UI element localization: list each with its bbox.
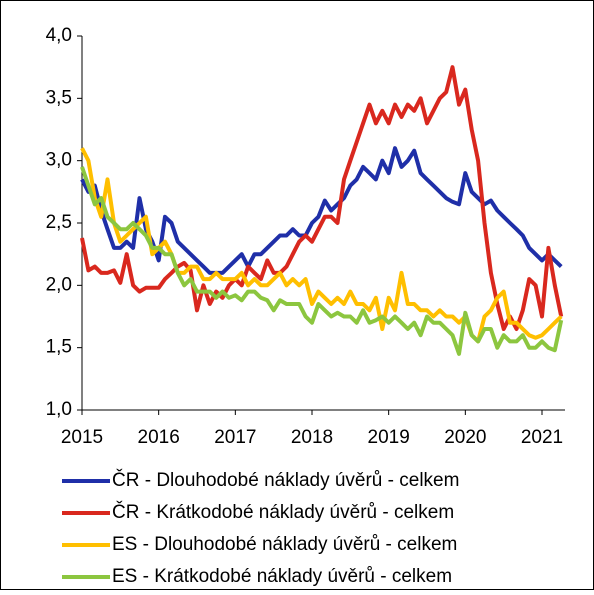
- series-line: [80, 65, 564, 331]
- x-tick-label: 2016: [138, 427, 180, 448]
- x-tick-label: 2019: [368, 427, 410, 448]
- legend-label: ČR - Krátkodobé náklady úvěrů - celkem: [112, 501, 454, 523]
- x-tick-label: 2017: [214, 427, 256, 448]
- y-tick-label: 2,0: [46, 274, 72, 295]
- series-line: [80, 147, 563, 344]
- y-tick-label: 4,0: [46, 25, 72, 46]
- series-line: [80, 166, 564, 356]
- y-tick-label: 1,5: [46, 337, 72, 358]
- y-tick-label: 2,5: [46, 212, 72, 233]
- legend-label: ES - Krátkodobé náklady úvěrů - celkem: [112, 566, 452, 587]
- y-tick-label: 3,5: [46, 87, 72, 108]
- x-tick-label: 2021: [521, 427, 563, 448]
- legend-label: ČR - Dlouhodobé náklady úvěrů - celkem: [112, 469, 459, 491]
- x-tick-label: 2018: [291, 427, 333, 448]
- y-tick-label: 1,0: [46, 399, 72, 420]
- x-tick-label: 2020: [444, 427, 486, 448]
- x-tick-label: 2015: [61, 427, 103, 448]
- legend-label: ES - Dlouhodobé náklady úvěrů - celkem: [112, 534, 457, 555]
- y-tick-label: 3,0: [46, 150, 72, 171]
